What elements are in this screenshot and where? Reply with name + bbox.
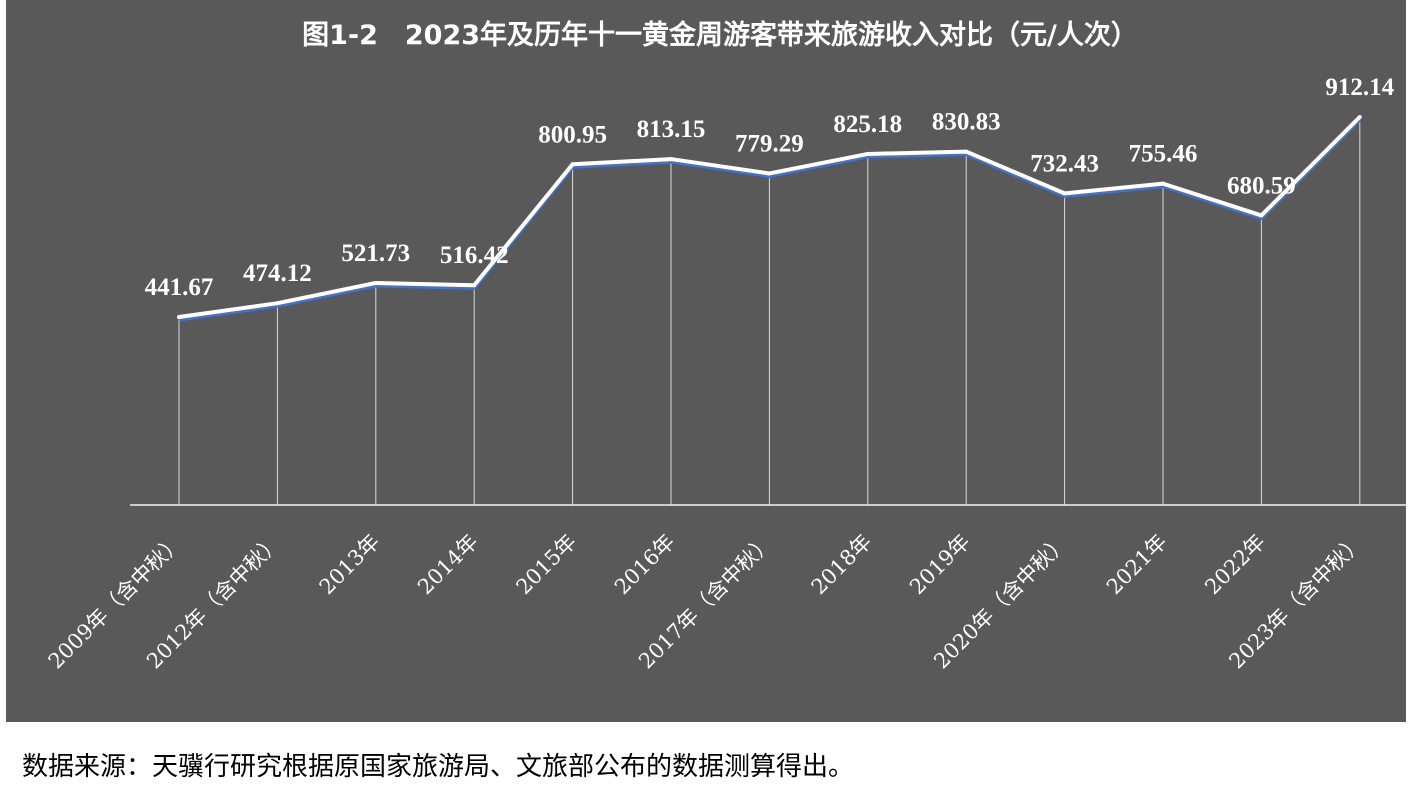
x-tick-label: 2022年 (1200, 530, 1270, 600)
chart-title: 图1-2 2023年及历年十一黄金周游客带来旅游收入对比（元/人次） (302, 19, 1138, 51)
data-point (1259, 213, 1264, 218)
line-chart: 图1-2 2023年及历年十一黄金周游客带来旅游收入对比（元/人次） 441.6… (44, 19, 1406, 673)
source-note: 数据来源：天骥行研究根据原国家旅游局、文旅部公布的数据测算得出。 (22, 752, 855, 782)
data-label: 800.95 (538, 121, 607, 148)
data-point (1062, 191, 1067, 196)
data-point (1161, 181, 1165, 186)
data-label: 755.46 (1129, 141, 1198, 168)
series-line-shadow (178, 118, 1362, 322)
data-point (472, 283, 477, 288)
x-tick-label: 2021年 (1102, 530, 1172, 600)
data-point (964, 149, 969, 154)
data-label: 779.29 (735, 130, 804, 157)
data-label: 516.42 (440, 242, 509, 269)
x-tick-label: 2013年 (315, 530, 385, 600)
data-point (177, 315, 181, 319)
data-label: 825.18 (833, 111, 902, 138)
data-label: 830.83 (932, 109, 1001, 136)
data-point (275, 301, 280, 306)
x-tick-label: 2018年 (807, 530, 877, 600)
x-tick-label: 2014年 (413, 530, 483, 600)
data-label: 680.59 (1227, 172, 1296, 199)
data-label: 813.15 (637, 116, 706, 143)
data-label: 521.73 (341, 240, 410, 267)
data-point (865, 151, 870, 156)
chart-panel: 图1-2 2023年及历年十一黄金周游客带来旅游收入对比（元/人次） 441.6… (6, 0, 1406, 722)
data-point (767, 171, 772, 176)
x-tick-label: 2016年 (610, 530, 680, 600)
data-label: 474.12 (243, 260, 312, 287)
data-label: 912.14 (1325, 74, 1394, 101)
data-point (373, 280, 378, 285)
x-tick-label: 2015年 (512, 530, 582, 600)
data-point (570, 162, 575, 167)
data-point (1357, 115, 1362, 119)
data-point (669, 157, 673, 162)
x-tick-label: 2019年 (905, 530, 975, 600)
data-label: 441.67 (145, 274, 214, 301)
data-label: 732.43 (1030, 150, 1099, 177)
